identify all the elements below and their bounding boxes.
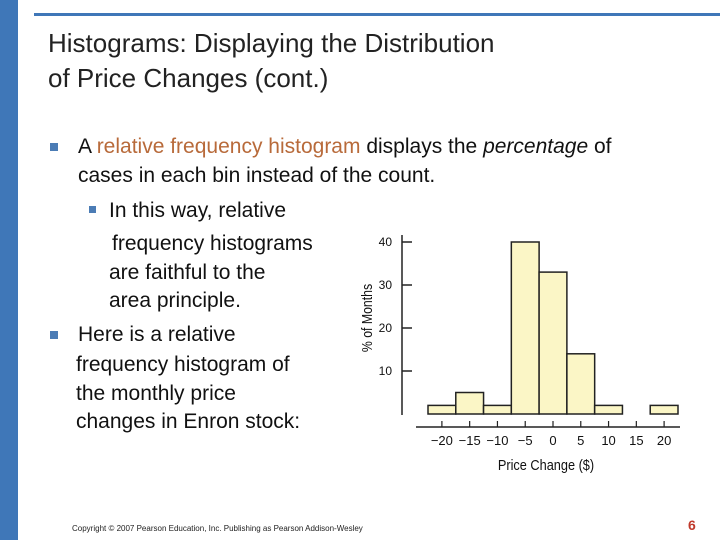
bullet-1-prefix: A [78, 135, 97, 158]
x-tick-label: −10 [486, 433, 508, 448]
page-number: 6 [688, 517, 696, 533]
x-axis-label: Price Change ($) [498, 456, 594, 473]
relative-frequency-histogram: 10 20 30 40 −20 −15 −10 −5 0 5 10 15 20 % of Months… [359, 235, 680, 473]
y-tick-label: 20 [379, 321, 393, 335]
emphasis-percentage: percentage [483, 135, 589, 158]
title-rule [34, 13, 720, 16]
x-tick-label: 15 [629, 433, 643, 448]
slide-title: Histograms: Displaying the Distribution … [48, 28, 495, 93]
sub-bullet-line-2: frequency histograms [112, 232, 313, 255]
x-tick-label: 20 [657, 433, 671, 448]
histogram-bar [427, 404, 457, 415]
bullet-2-line-1: Here is a relative [78, 323, 236, 346]
histogram-bar [566, 353, 596, 415]
copyright-footer: Copyright © 2007 Pearson Education, Inc.… [72, 524, 363, 533]
histogram-bar [510, 241, 540, 415]
histogram-bar [593, 404, 624, 415]
histogram-bar [482, 404, 513, 415]
bullet-2-line-2: frequency histogram of [76, 353, 290, 376]
bullet-1-line-1: A relative frequency histogram displays … [78, 132, 612, 161]
bullet-1-suffix: of [588, 135, 612, 158]
histogram-bars [427, 241, 679, 415]
y-tick-label: 40 [379, 235, 393, 249]
x-tick-label: 5 [577, 433, 584, 448]
histogram-bar [455, 391, 485, 415]
bullet-2-line-4: changes in Enron stock: [76, 410, 301, 433]
x-tick-label: 0 [549, 433, 556, 448]
bullet-1-line-2: cases in each bin instead of the count. [78, 164, 436, 187]
bullet-marker [50, 143, 58, 151]
x-tick-label: −15 [459, 433, 481, 448]
left-accent-bar [0, 0, 18, 540]
y-tick-label: 10 [379, 364, 393, 378]
sub-bullet-marker [89, 206, 96, 213]
x-tick-label: −5 [518, 433, 533, 448]
histogram-bar [649, 404, 679, 415]
bullet-2-line-3: the monthly price [76, 382, 236, 405]
x-tick-label: 10 [601, 433, 615, 448]
bullet-marker [50, 331, 58, 339]
x-tick-label: −20 [431, 433, 453, 448]
key-term-relative-frequency-histogram: relative frequency histogram [96, 135, 361, 158]
y-axis-label: % of Months [359, 284, 375, 352]
y-axis: 10 20 30 40 [379, 235, 412, 415]
x-axis: −20 −15 −10 −5 0 5 10 15 20 [416, 421, 680, 448]
sub-bullet-line-1: In this way, relative [109, 199, 287, 222]
bullet-1-middle: displays the [360, 135, 484, 158]
sub-bullet-line-4: area principle. [109, 289, 241, 312]
histogram-bar [538, 271, 568, 415]
y-tick-label: 30 [379, 278, 393, 292]
sub-bullet-line-3: are faithful to the [109, 261, 266, 284]
